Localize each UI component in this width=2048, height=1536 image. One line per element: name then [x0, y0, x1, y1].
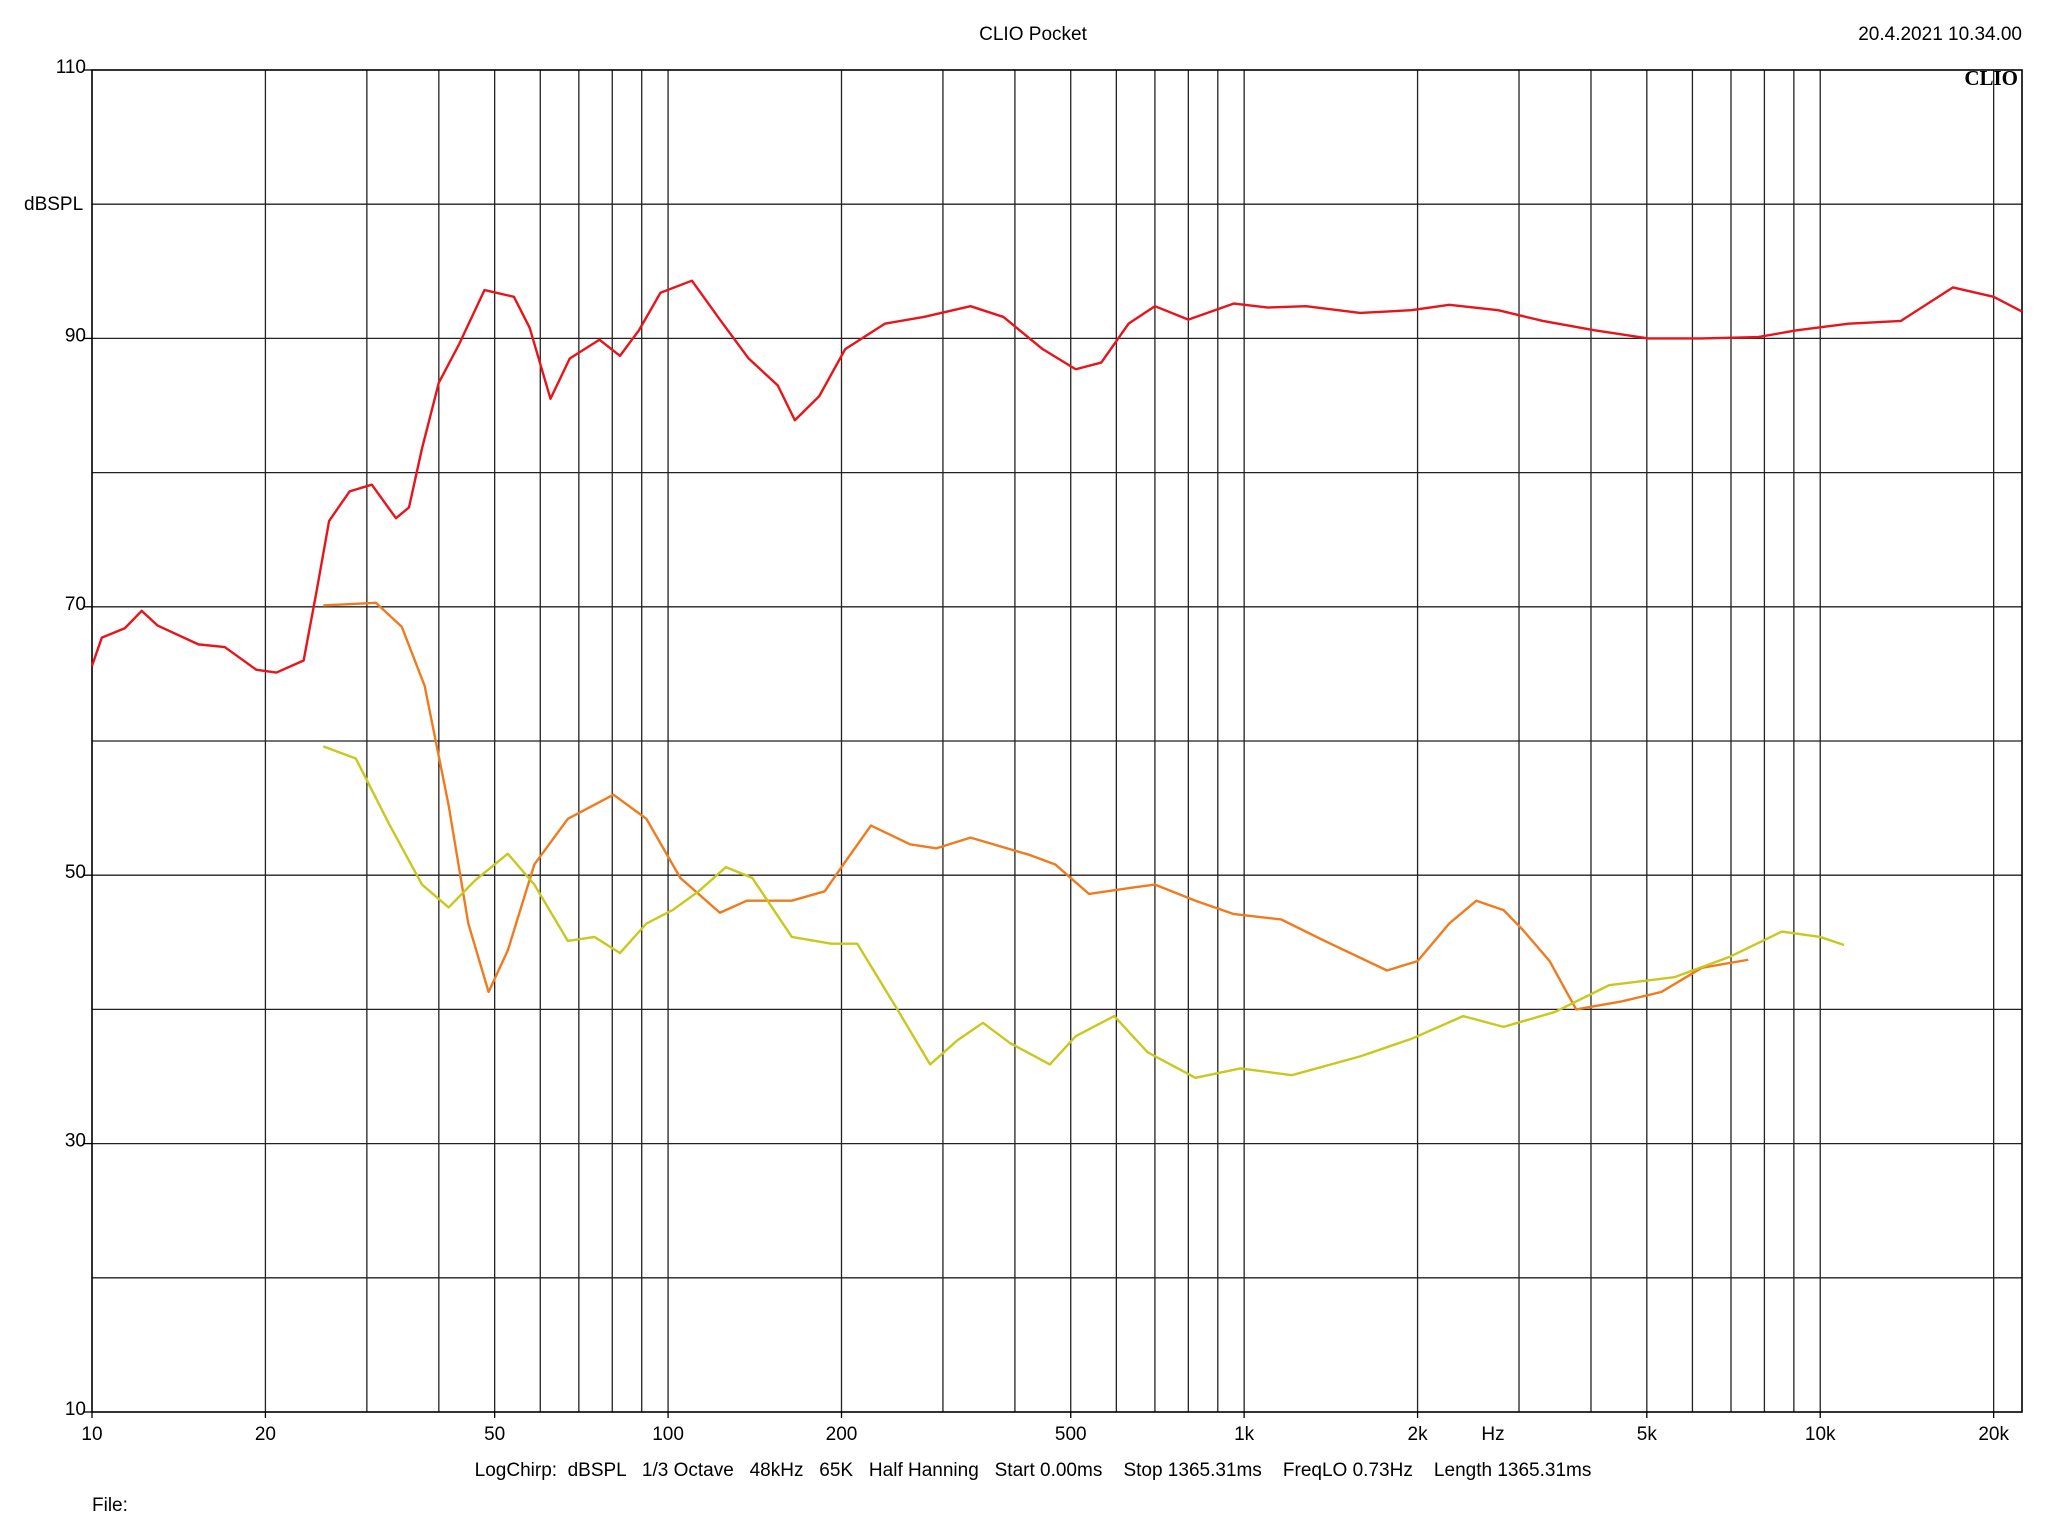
x-tick-label: 20k — [1978, 1424, 2009, 1445]
y-tick-label: 50 — [65, 862, 86, 883]
settings-line: LogChirp: dBSPL 1/3 Octave 48kHz 65K Hal… — [475, 1460, 1592, 1481]
y-tick-label: 30 — [65, 1131, 86, 1152]
y-tick-label: 110 — [56, 57, 86, 78]
y-axis-label: dBSPL — [24, 194, 83, 215]
x-tick-label: 1k — [1234, 1424, 1255, 1445]
x-tick-label: 50 — [484, 1424, 505, 1445]
x-tick-label: 200 — [826, 1424, 858, 1445]
x-tick-label: 500 — [1055, 1424, 1087, 1445]
x-tick-label: 10 — [81, 1424, 102, 1445]
x-tick-label: 20 — [255, 1424, 276, 1445]
x-tick-label: 100 — [652, 1424, 684, 1445]
y-tick-label: 70 — [65, 594, 86, 615]
plot-frame — [91, 69, 2023, 1413]
data-line — [322, 745, 1845, 1080]
file-label: File: — [92, 1495, 128, 1516]
data-line — [323, 601, 1749, 1011]
x-axis-label: Hz — [1481, 1424, 1504, 1445]
data-line — [90, 279, 2023, 674]
x-tick-label: 2k — [1408, 1424, 1429, 1445]
y-tick-label: 10 — [65, 1399, 86, 1420]
x-tick-label: 5k — [1637, 1424, 1658, 1445]
x-tick-label: 10k — [1805, 1424, 1836, 1445]
y-tick-label: 90 — [65, 325, 86, 346]
timestamp: 20.4.2021 10.34.00 — [1858, 24, 2022, 45]
chart-title: CLIO Pocket — [979, 24, 1087, 45]
